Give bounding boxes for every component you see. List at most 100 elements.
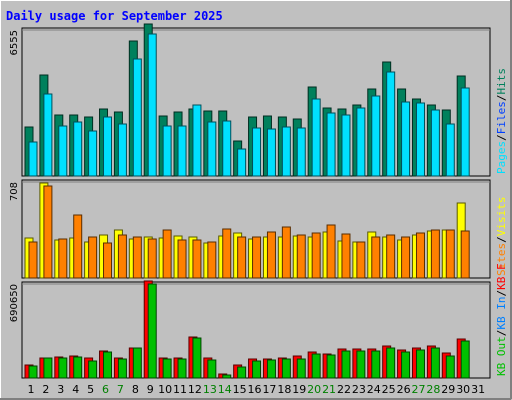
bar-kb-out-day-30	[460, 340, 470, 379]
day-label-9: 9	[147, 383, 154, 396]
bar-kb-out-day-18	[281, 358, 291, 379]
bar-kb-out-day-22	[341, 350, 351, 379]
bar-files-day-25	[386, 71, 396, 177]
bar-sites-day-22	[341, 233, 351, 279]
bar-files-day-21	[326, 112, 336, 177]
bar-files-day-26	[401, 101, 411, 177]
bar-sites-day-18	[281, 226, 291, 279]
bar-sites-day-5	[88, 236, 98, 279]
day-label-20: 20	[307, 383, 321, 396]
day-label-22: 22	[337, 383, 351, 396]
bar-kb-out-day-14	[222, 374, 232, 379]
bar-sites-day-23	[356, 241, 366, 279]
day-label-18: 18	[277, 383, 291, 396]
panels-layer: 6555Pages/Files/Hits708Sites/Visits69065…	[9, 23, 508, 379]
bar-files-day-24	[371, 95, 381, 177]
day-label-27: 27	[411, 383, 425, 396]
legend-separator: /	[495, 95, 508, 102]
bar-sites-day-10	[162, 229, 172, 279]
bar-kb-out-day-17	[266, 359, 276, 379]
bar-kb-out-day-16	[252, 360, 262, 379]
panel-max-label: 6555	[9, 30, 20, 55]
bar-kb-out-day-25	[386, 347, 396, 379]
bar-files-day-9	[147, 33, 157, 177]
legend-item-kb-out: KB Out	[495, 336, 508, 376]
day-label-23: 23	[352, 383, 366, 396]
day-label-10: 10	[158, 383, 172, 396]
bar-sites-day-12	[192, 239, 202, 279]
bar-kb-out-day-21	[326, 354, 336, 379]
day-label-4: 4	[72, 383, 79, 396]
bar-files-day-11	[177, 125, 187, 177]
day-label-15: 15	[233, 383, 247, 396]
day-label-14: 14	[218, 383, 232, 396]
day-label-11: 11	[173, 383, 187, 396]
day-label-24: 24	[367, 383, 381, 396]
series-sites	[28, 185, 470, 279]
bar-sites-day-24	[371, 236, 381, 279]
day-labels: 1 2 3 4 5 6 7 8 9 10 11 12 13 14 15 16 17 18 19 20 21 22 23 24 2…	[28, 383, 486, 396]
bar-kb-out-day-27	[415, 349, 425, 379]
legend-item-pages: Pages	[495, 141, 508, 174]
bar-kb-out-day-10	[162, 358, 172, 379]
bar-files-day-16	[252, 127, 262, 177]
day-label-21: 21	[322, 383, 336, 396]
bar-sites-day-30	[460, 230, 470, 279]
day-label-2: 2	[42, 383, 49, 396]
bar-kb-out-day-28	[430, 347, 440, 379]
day-label-8: 8	[132, 383, 139, 396]
bar-sites-day-1	[28, 241, 38, 279]
bar-files-day-29	[445, 123, 455, 177]
bar-sites-day-25	[386, 234, 396, 279]
bar-kb-out-day-26	[401, 351, 411, 379]
bar-sites-day-15	[237, 236, 247, 279]
bar-sites-day-16	[252, 236, 262, 279]
panel-max-label: 708	[9, 182, 20, 201]
legend-item-kb-f: KB F	[495, 263, 508, 290]
bar-kb-out-day-15	[237, 366, 247, 379]
legend-item-hits: Hits	[495, 68, 508, 95]
legend-item-files: Files	[495, 101, 508, 134]
day-label-13: 13	[203, 383, 217, 396]
panel-visits-sites: 708 Sites/Visits	[9, 179, 508, 279]
bar-kb-out-day-19	[296, 358, 306, 379]
legend-separator: /	[495, 290, 508, 297]
bar-sites-day-6	[103, 242, 113, 279]
panel-legend: Pages/Files/Hits	[495, 68, 508, 174]
day-label-17: 17	[262, 383, 276, 396]
bar-files-day-23	[356, 107, 366, 177]
bar-files-day-1	[28, 141, 38, 177]
bar-kb-out-day-29	[445, 355, 455, 379]
bar-kb-out-day-3	[58, 357, 68, 379]
bar-sites-day-9	[147, 238, 157, 279]
bar-files-day-4	[73, 121, 83, 177]
bar-kb-out-day-11	[177, 358, 187, 379]
bar-kb-out-day-7	[117, 358, 127, 379]
day-label-16: 16	[248, 383, 262, 396]
legend-item-sites: Sites	[495, 243, 508, 276]
day-label-30: 30	[456, 383, 470, 396]
bar-kb-out-day-12	[192, 337, 202, 379]
day-label-19: 19	[292, 383, 306, 396]
bar-sites-day-3	[58, 238, 68, 279]
bar-files-day-19	[296, 127, 306, 177]
bar-kb-out-day-4	[73, 356, 83, 379]
bar-kb-out-day-1	[28, 365, 38, 379]
panel-max-label: 690650	[9, 284, 20, 322]
panel-legend: KB Out/KB In/KB F	[495, 263, 508, 376]
day-label-31: 31	[471, 383, 485, 396]
bar-sites-day-21	[326, 224, 336, 279]
day-label-7: 7	[117, 383, 124, 396]
bar-sites-day-27	[415, 232, 425, 279]
bar-sites-day-20	[311, 232, 321, 279]
bar-sites-day-14	[222, 228, 232, 279]
bar-files-day-5	[88, 130, 98, 177]
day-label-6: 6	[102, 383, 109, 396]
bar-files-day-30	[460, 87, 470, 177]
bar-kb-out-day-13	[207, 359, 217, 379]
bar-files-day-20	[311, 98, 321, 177]
